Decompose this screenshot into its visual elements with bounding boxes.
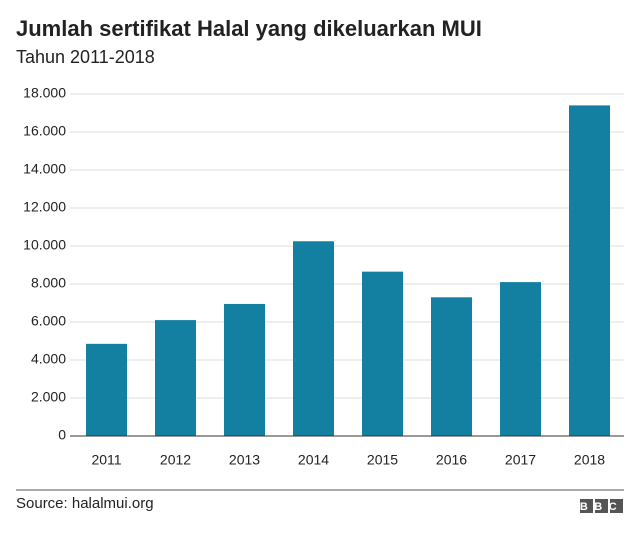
x-tick-label: 2012 [160, 452, 191, 468]
y-tick-label: 18.000 [23, 85, 66, 101]
y-tick-label: 4.000 [31, 351, 66, 367]
y-tick-label: 8.000 [31, 275, 66, 291]
y-tick-label: 2.000 [31, 389, 66, 405]
bar [224, 303, 265, 436]
x-tick-label: 2011 [91, 452, 121, 468]
y-tick-label: 14.000 [23, 161, 66, 177]
x-tick-label: 2014 [298, 452, 329, 468]
bar [431, 297, 472, 436]
bar [86, 343, 127, 436]
y-tick-label: 0 [58, 427, 66, 443]
bar [155, 320, 196, 436]
logo: BBC [580, 501, 623, 513]
y-tick-label: 16.000 [23, 123, 66, 139]
x-tick-label: 2016 [436, 452, 467, 468]
chart-title: Jumlah sertifikat Halal yang dikeluarkan… [16, 16, 482, 41]
y-tick-label: 10.000 [23, 237, 66, 253]
bar [569, 105, 610, 437]
source: Source: halalmui.org [16, 495, 154, 512]
x-tick-label: 2013 [229, 452, 260, 468]
y-tick-label: 6.000 [31, 313, 66, 329]
x-tick-label: 2015 [367, 452, 398, 468]
x-tick-label: 2017 [505, 452, 536, 468]
bar [293, 241, 334, 436]
bar [500, 282, 541, 436]
bar [362, 271, 403, 436]
x-tick-label: 2018 [574, 452, 605, 468]
logo-boxes [580, 499, 623, 513]
y-tick-label: 12.000 [23, 199, 66, 215]
chart-subtitle: Tahun 2011-2018 [16, 47, 155, 67]
